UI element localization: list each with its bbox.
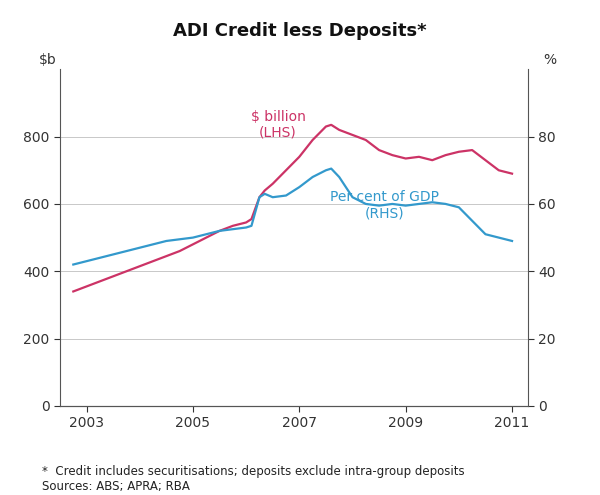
Text: $b: $b — [39, 53, 57, 67]
Text: *  Credit includes securitisations; deposits exclude intra-group deposits
Source: * Credit includes securitisations; depos… — [42, 464, 464, 493]
Text: $ billion
(LHS): $ billion (LHS) — [251, 110, 305, 140]
Text: %: % — [543, 53, 556, 67]
Text: Per cent of GDP
(RHS): Per cent of GDP (RHS) — [330, 191, 439, 221]
Text: ADI Credit less Deposits*: ADI Credit less Deposits* — [173, 22, 427, 40]
